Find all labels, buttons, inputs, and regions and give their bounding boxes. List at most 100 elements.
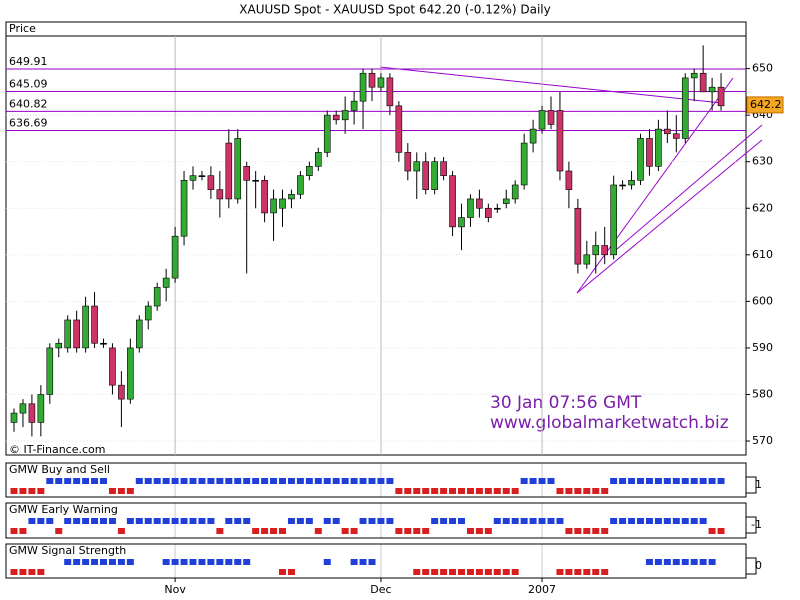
candle-body — [279, 198, 286, 209]
signal-block — [583, 528, 591, 534]
signal-block — [225, 478, 233, 484]
signal-block — [279, 478, 286, 484]
signal-block — [243, 559, 251, 565]
signal-block — [198, 518, 206, 524]
trendline — [576, 139, 763, 294]
candle-body — [359, 72, 367, 102]
candle-body — [556, 110, 564, 172]
signal-block — [100, 478, 107, 484]
signal-block — [520, 518, 528, 524]
signal-block — [350, 559, 358, 565]
trendline — [609, 124, 763, 256]
signal-block — [46, 478, 54, 484]
signal-block — [359, 518, 367, 524]
indicator-name: GMW Early Warning — [9, 503, 118, 516]
signal-block — [287, 478, 295, 484]
signal-block — [19, 569, 27, 575]
signal-block — [189, 518, 197, 524]
signal-block — [64, 518, 72, 524]
candle-body — [395, 105, 403, 153]
signal-block — [144, 478, 152, 484]
x-tick-label: 2007 — [528, 583, 556, 596]
candle-body — [493, 207, 501, 210]
signal-block — [529, 518, 537, 524]
signal-block — [619, 478, 627, 484]
candle-body — [234, 138, 242, 200]
candle-body — [180, 180, 188, 237]
signal-block — [583, 488, 591, 494]
signal-block — [279, 528, 286, 534]
signal-block — [601, 528, 609, 534]
signal-block — [207, 518, 215, 524]
signal-block — [601, 569, 609, 575]
signal-block — [645, 478, 653, 484]
candle-body — [225, 142, 233, 200]
signal-block — [395, 528, 403, 534]
signal-block — [672, 478, 680, 484]
signal-block — [547, 478, 555, 484]
candle-body — [601, 245, 609, 256]
candle-body — [404, 152, 412, 172]
signal-block — [574, 488, 582, 494]
signal-block — [73, 518, 81, 524]
y-tick-label: 620 — [752, 201, 773, 214]
signal-block — [323, 559, 331, 565]
signal-block — [100, 559, 107, 565]
candle-body — [458, 217, 465, 228]
signal-block — [332, 518, 340, 524]
candle-body — [664, 128, 671, 135]
trendlines — [379, 66, 763, 294]
signal-block — [135, 518, 143, 524]
signal-block — [466, 528, 474, 534]
signal-block — [314, 528, 322, 534]
indicator-name: GMW Buy and Sell — [9, 463, 110, 476]
signal-block — [171, 559, 179, 565]
signal-block — [341, 478, 349, 484]
signal-block — [466, 569, 474, 575]
candle-body — [252, 180, 259, 182]
candle-body — [368, 72, 376, 88]
signal-block — [592, 569, 600, 575]
signal-block — [37, 518, 45, 524]
signal-block — [690, 478, 698, 484]
y-tick-label: 630 — [752, 155, 773, 168]
signal-block — [216, 478, 224, 484]
chart-title: XAUUSD Spot - XAUUSD Spot 642.20 (-0.12%… — [239, 3, 550, 17]
candle-body — [467, 198, 474, 218]
level-label: 636.69 — [9, 117, 48, 130]
signal-block — [529, 478, 537, 484]
signal-block — [431, 518, 439, 524]
candle-body — [574, 207, 582, 265]
signal-block — [19, 488, 27, 494]
signal-block — [350, 478, 358, 484]
signal-block — [10, 528, 18, 534]
signal-block — [637, 478, 644, 484]
signal-block — [502, 488, 510, 494]
indicator-current: -1 — [751, 518, 762, 531]
signal-block — [386, 518, 394, 524]
signal-block — [663, 478, 671, 484]
signal-block — [216, 528, 224, 534]
signal-block — [323, 518, 331, 524]
trendline — [379, 66, 723, 104]
signal-block — [422, 528, 430, 534]
candle-body — [583, 254, 591, 265]
level-label: 645.09 — [9, 77, 48, 90]
candle-body — [538, 110, 546, 130]
signal-block — [610, 518, 618, 524]
candle-body — [46, 347, 54, 395]
signal-block — [162, 478, 170, 484]
candle-body — [19, 403, 27, 414]
signal-block — [458, 569, 465, 575]
candle-body — [529, 128, 537, 144]
candle-body — [708, 86, 716, 93]
signal-block — [207, 559, 215, 565]
signal-block — [502, 518, 510, 524]
candle-body — [637, 138, 644, 181]
signal-block — [287, 518, 295, 524]
signal-block — [153, 478, 161, 484]
indicator-value-box — [745, 516, 757, 534]
signal-block — [189, 478, 197, 484]
signal-block — [126, 488, 134, 494]
